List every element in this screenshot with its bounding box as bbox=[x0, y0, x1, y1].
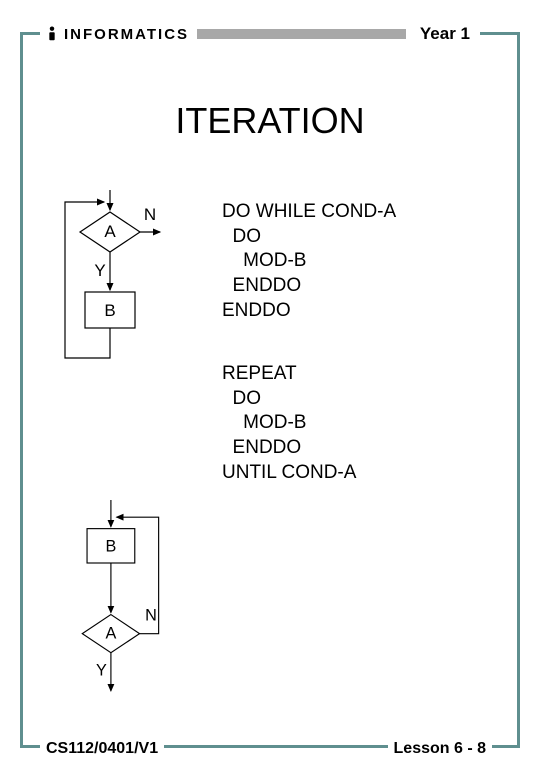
pseudocode-repeat: REPEAT DO MOD-B ENDDO UNTIL COND-A bbox=[222, 362, 356, 485]
label-n: N bbox=[144, 205, 156, 224]
footer-code: CS112/0401/V1 bbox=[40, 740, 164, 758]
footer-lesson: Lesson 6 - 8 bbox=[388, 740, 492, 758]
header-divider bbox=[197, 29, 406, 39]
node-a-label: A bbox=[104, 222, 116, 241]
page-title: ITERATION bbox=[0, 100, 540, 142]
node-a-label-2: A bbox=[105, 624, 116, 642]
label-n-2: N bbox=[145, 606, 157, 624]
label-y-2: Y bbox=[96, 662, 107, 680]
brand-label: INFORMATICS bbox=[64, 26, 189, 43]
year-label: Year 1 bbox=[414, 24, 476, 44]
flowchart-repeat: B A N Y bbox=[60, 500, 200, 710]
label-y: Y bbox=[94, 261, 105, 280]
flowchart-dowhile: A N Y B bbox=[60, 190, 200, 410]
node-b-label: B bbox=[104, 301, 115, 320]
node-b-label-2: B bbox=[105, 538, 116, 556]
brand: INFORMATICS bbox=[44, 26, 189, 43]
header-bar: INFORMATICS Year 1 bbox=[40, 22, 480, 46]
brand-icon bbox=[44, 26, 60, 42]
pseudocode-dowhile: DO WHILE COND-A DO MOD-B ENDDO ENDDO bbox=[222, 200, 396, 323]
